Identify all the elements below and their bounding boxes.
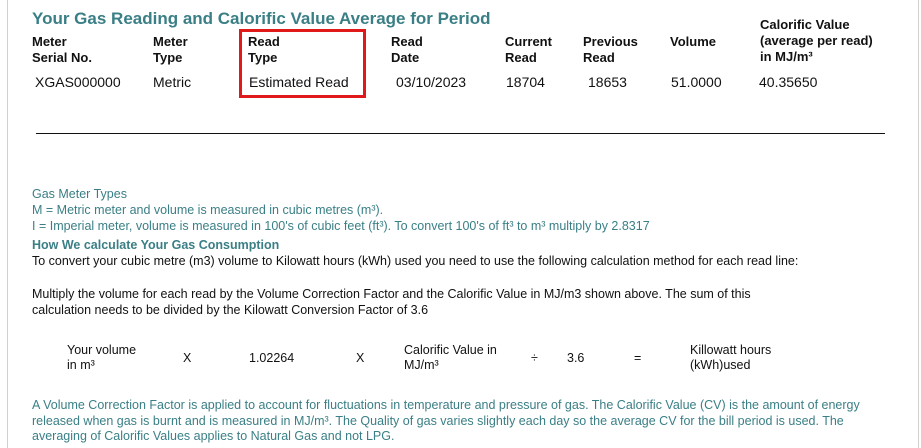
header-line: Read [583,50,615,65]
cell-read-type: Estimated Read [249,74,349,90]
header-meter-serial: Meter Serial No. [32,34,92,66]
header-line: Serial No. [32,50,92,65]
header-line: Type [248,50,278,65]
formula-multiply-sign-1: X [183,351,192,365]
formula-conversion-factor: 3.6 [567,351,585,365]
calculation-heading: How We calculate Your Gas Consumption [32,238,280,252]
document-frame [7,0,919,448]
formula-equals-sign: = [634,351,642,365]
header-meter-type: Meter Type [153,34,188,66]
meter-type-imperial: I = Imperial meter, volume is measured i… [32,219,650,233]
formula-correction-factor: 1.02264 [249,351,295,365]
divider-line [36,133,885,134]
header-volume: Volume [670,34,716,50]
formula-multiply-sign-2: X [356,351,365,365]
header-line: Meter [153,34,188,49]
cell-volume: 51.0000 [671,74,722,90]
footnote-paragraph: A Volume Correction Factor is applied to… [32,398,860,443]
cell-meter-type: Metric [153,74,192,90]
header-line: Type [153,50,183,65]
header-line: (average per read) [760,33,873,48]
calculation-paragraph-line-2: calculation needs to be divided by the K… [32,303,429,317]
header-line: in MJ/m³ [760,49,813,64]
formula-line: Calorific Value in [404,343,497,357]
cell-meter-serial: XGAS000000 [35,74,121,90]
formula-line: in m³ [67,358,95,372]
formula-volume-term: Your volume in m³ [67,343,136,373]
formula-line: Killowatt hours [690,343,772,357]
header-read-type: Read Type [248,34,280,66]
header-line: Read [391,34,423,49]
header-line: Meter [32,34,67,49]
calculation-paragraph-line-1: Multiply the volume for each read by the… [32,287,751,301]
header-line: Calorific Value [760,17,850,32]
header-current-read: Current Read [505,34,552,66]
header-read-date: Read Date [391,34,423,66]
read-type-highlight-box [239,29,366,98]
header-line: Read [505,50,537,65]
formula-line: Your volume [67,343,137,357]
cell-calorific-value: 40.35650 [759,74,818,90]
formula-divide-sign: ÷ [531,351,538,365]
meter-type-metric: M = Metric meter and volume is measured … [32,203,384,217]
header-line: Current [505,34,552,49]
cell-read-date: 03/10/2023 [396,74,467,90]
header-line: Volume [670,34,716,49]
calculation-intro: To convert your cubic metre (m3) volume … [32,254,799,268]
header-calorific-value: Calorific Value (average per read) in MJ… [760,17,873,65]
formula-result-term: Killowatt hours (kWh)used [690,343,771,373]
formula-line: (kWh)used [690,358,751,372]
header-line: Date [391,50,420,65]
cell-previous-read: 18653 [588,74,627,90]
header-previous-read: Previous Read [583,34,638,66]
cell-current-read: 18704 [506,74,545,90]
formula-line: MJ/m³ [404,358,439,372]
formula-calorific-term: Calorific Value in MJ/m³ [404,343,497,373]
section-title: Your Gas Reading and Calorific Value Ave… [32,9,491,28]
header-line: Read [248,34,280,49]
header-line: Previous [583,34,638,49]
meter-types-heading: Gas Meter Types [32,187,127,201]
